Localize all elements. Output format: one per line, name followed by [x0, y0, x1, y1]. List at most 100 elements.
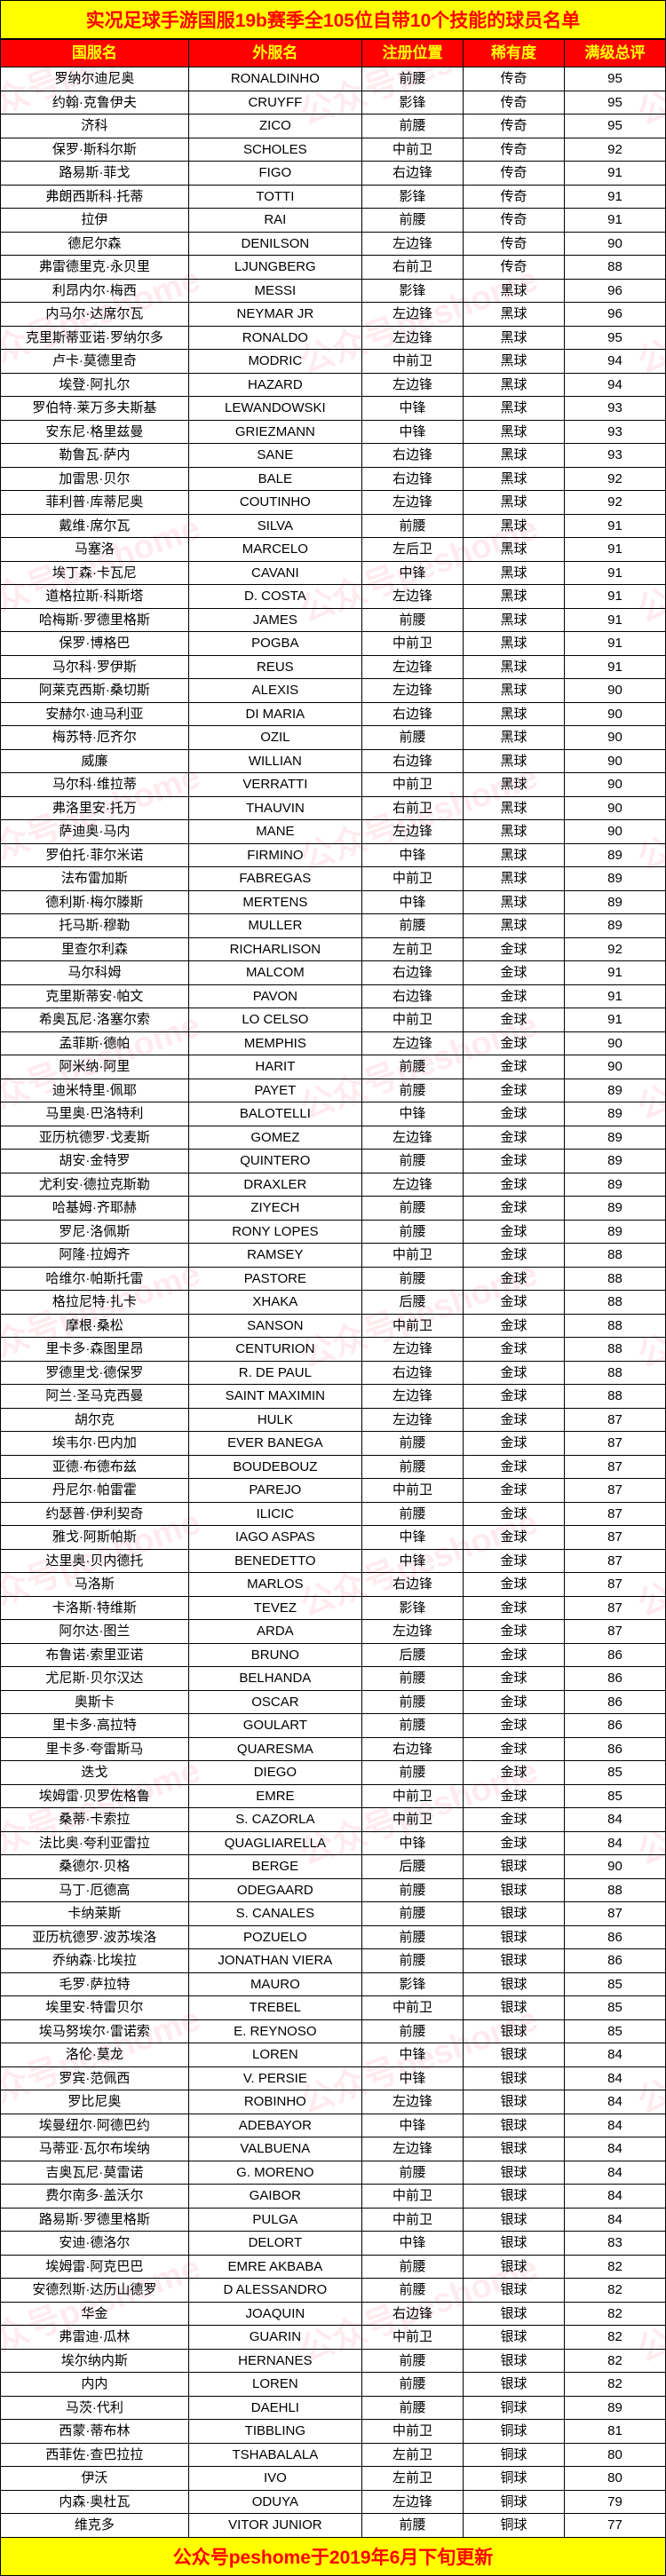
column-header-3: 稀有度 — [464, 40, 565, 67]
cell: 左后卫 — [362, 538, 464, 562]
cell: 金球 — [464, 1408, 565, 1432]
table-row: 安赫尔·迪马利亚DI MARIA右边锋黑球90 — [1, 702, 666, 726]
cell: 前腰 — [362, 1690, 464, 1714]
cell: 阿隆·拉姆齐 — [1, 1244, 189, 1268]
cell: 88 — [564, 1878, 665, 1902]
cell: JONATHAN VIERA — [188, 1949, 361, 1973]
cell: RONY LOPES — [188, 1220, 361, 1244]
cell: 里卡多·森图里昂 — [1, 1338, 189, 1362]
cell: 89 — [564, 843, 665, 867]
cell: 菲利普·库蒂尼奥 — [1, 491, 189, 515]
cell: 银球 — [464, 2255, 565, 2279]
cell: 左边锋 — [362, 1173, 464, 1197]
cell: 89 — [564, 1220, 665, 1244]
cell: 马尔科姆 — [1, 961, 189, 985]
cell: SILVA — [188, 514, 361, 538]
cell: 马尔科·维拉蒂 — [1, 773, 189, 797]
cell: 右边锋 — [362, 1573, 464, 1597]
cell: 铜球 — [464, 2490, 565, 2514]
cell: 90 — [564, 679, 665, 703]
table-row: 维克多VITOR JUNIOR前腰铜球77 — [1, 2514, 666, 2538]
cell: 亚历杭德罗·戈麦斯 — [1, 1126, 189, 1150]
cell: 内内 — [1, 2373, 189, 2397]
cell: 罗伯特·莱万多夫斯基 — [1, 397, 189, 421]
cell: 左边锋 — [362, 326, 464, 350]
cell: 银球 — [464, 1878, 565, 1902]
cell: 91 — [564, 514, 665, 538]
cell: 银球 — [464, 2302, 565, 2326]
cell: WILLIAN — [188, 749, 361, 773]
cell: 道格拉斯·科斯塔 — [1, 585, 189, 609]
cell: 84 — [564, 2090, 665, 2114]
cell: 黑球 — [464, 702, 565, 726]
cell: 拉伊 — [1, 209, 189, 233]
cell: 中前卫 — [362, 1244, 464, 1268]
cell: PAREJO — [188, 1479, 361, 1503]
cell: BALOTELLI — [188, 1102, 361, 1126]
cell: 路易斯·罗德里格斯 — [1, 2208, 189, 2232]
cell: 89 — [564, 1173, 665, 1197]
table-row: 埃韦尔·巴内加EVER BANEGA前腰金球87 — [1, 1432, 666, 1456]
cell: 格拉尼特·扎卡 — [1, 1291, 189, 1315]
table-row: 丹尼尔·帕雷霍PAREJO中前卫金球87 — [1, 1479, 666, 1503]
cell: 前腰 — [362, 1502, 464, 1526]
table-row: 马茨·代利DAEHLI前腰铜球89 — [1, 2396, 666, 2420]
table-row: 弗雷迪·瓜林GUARIN中前卫银球82 — [1, 2326, 666, 2350]
cell: 金球 — [464, 1126, 565, 1150]
cell: 银球 — [464, 1925, 565, 1949]
cell: 桑德尔·贝格 — [1, 1855, 189, 1879]
cell: 后腰 — [362, 1643, 464, 1667]
cell: SCHOLES — [188, 138, 361, 162]
cell: 银球 — [464, 1949, 565, 1973]
cell: 银球 — [464, 1855, 565, 1879]
cell: 中锋 — [362, 561, 464, 585]
cell: 86 — [564, 1714, 665, 1738]
table-row: 布鲁诺·索里亚诺BRUNO后腰金球86 — [1, 1643, 666, 1667]
cell: 中前卫 — [362, 1314, 464, 1338]
cell: 90 — [564, 820, 665, 844]
cell: 胡安·金特罗 — [1, 1150, 189, 1173]
table-row: 洛伦·莫龙LOREN中锋银球84 — [1, 2043, 666, 2067]
cell: 哈基姆·齐耶赫 — [1, 1197, 189, 1221]
table-row: 阿隆·拉姆齐RAMSEY中前卫金球88 — [1, 1244, 666, 1268]
cell: G. MORENO — [188, 2161, 361, 2185]
cell: GAIBOR — [188, 2185, 361, 2209]
cell: 85 — [564, 1784, 665, 1808]
table-row: 罗德里戈·德保罗R. DE PAUL右边锋金球88 — [1, 1361, 666, 1385]
cell: 约瑟普·伊利契奇 — [1, 1502, 189, 1526]
table-row: 罗伯特·莱万多夫斯基LEWANDOWSKI中锋黑球93 — [1, 397, 666, 421]
table-row: 罗尼·洛佩斯RONY LOPES前腰金球89 — [1, 1220, 666, 1244]
cell: 金球 — [464, 1714, 565, 1738]
cell: 96 — [564, 303, 665, 327]
cell: 前腰 — [362, 1150, 464, 1173]
cell: 右前卫 — [362, 796, 464, 820]
cell: 87 — [564, 1408, 665, 1432]
cell: 89 — [564, 1150, 665, 1173]
cell: 右边锋 — [362, 984, 464, 1008]
cell: 前腰 — [362, 1949, 464, 1973]
table-row: 勒鲁瓦·萨内SANE右边锋黑球93 — [1, 444, 666, 468]
cell: 84 — [564, 2114, 665, 2137]
cell: 左边锋 — [362, 655, 464, 679]
table-row: 马尔科姆MALCOM右边锋金球91 — [1, 961, 666, 985]
cell: 铜球 — [464, 2443, 565, 2467]
cell: FIRMINO — [188, 843, 361, 867]
cell: 90 — [564, 1055, 665, 1079]
column-header-4: 满级总评 — [564, 40, 665, 67]
cell: 金球 — [464, 1479, 565, 1503]
cell: 法比奥·夸利亚雷拉 — [1, 1831, 189, 1855]
cell: 87 — [564, 1479, 665, 1503]
cell: 内马尔·达席尔瓦 — [1, 303, 189, 327]
cell: D. COSTA — [188, 585, 361, 609]
table-row: 阿米纳·阿里HARIT前腰金球90 — [1, 1055, 666, 1079]
cell: 金球 — [464, 1267, 565, 1291]
cell: 埃登·阿扎尔 — [1, 373, 189, 397]
cell: 中前卫 — [362, 1808, 464, 1832]
cell: 右边锋 — [362, 702, 464, 726]
cell: 埃曼纽尔·阿德巴约 — [1, 2114, 189, 2137]
cell: LO CELSO — [188, 1008, 361, 1032]
cell: EVER BANEGA — [188, 1432, 361, 1456]
cell: 维克多 — [1, 2514, 189, 2538]
cell: 84 — [564, 2137, 665, 2161]
cell: 右边锋 — [362, 467, 464, 491]
